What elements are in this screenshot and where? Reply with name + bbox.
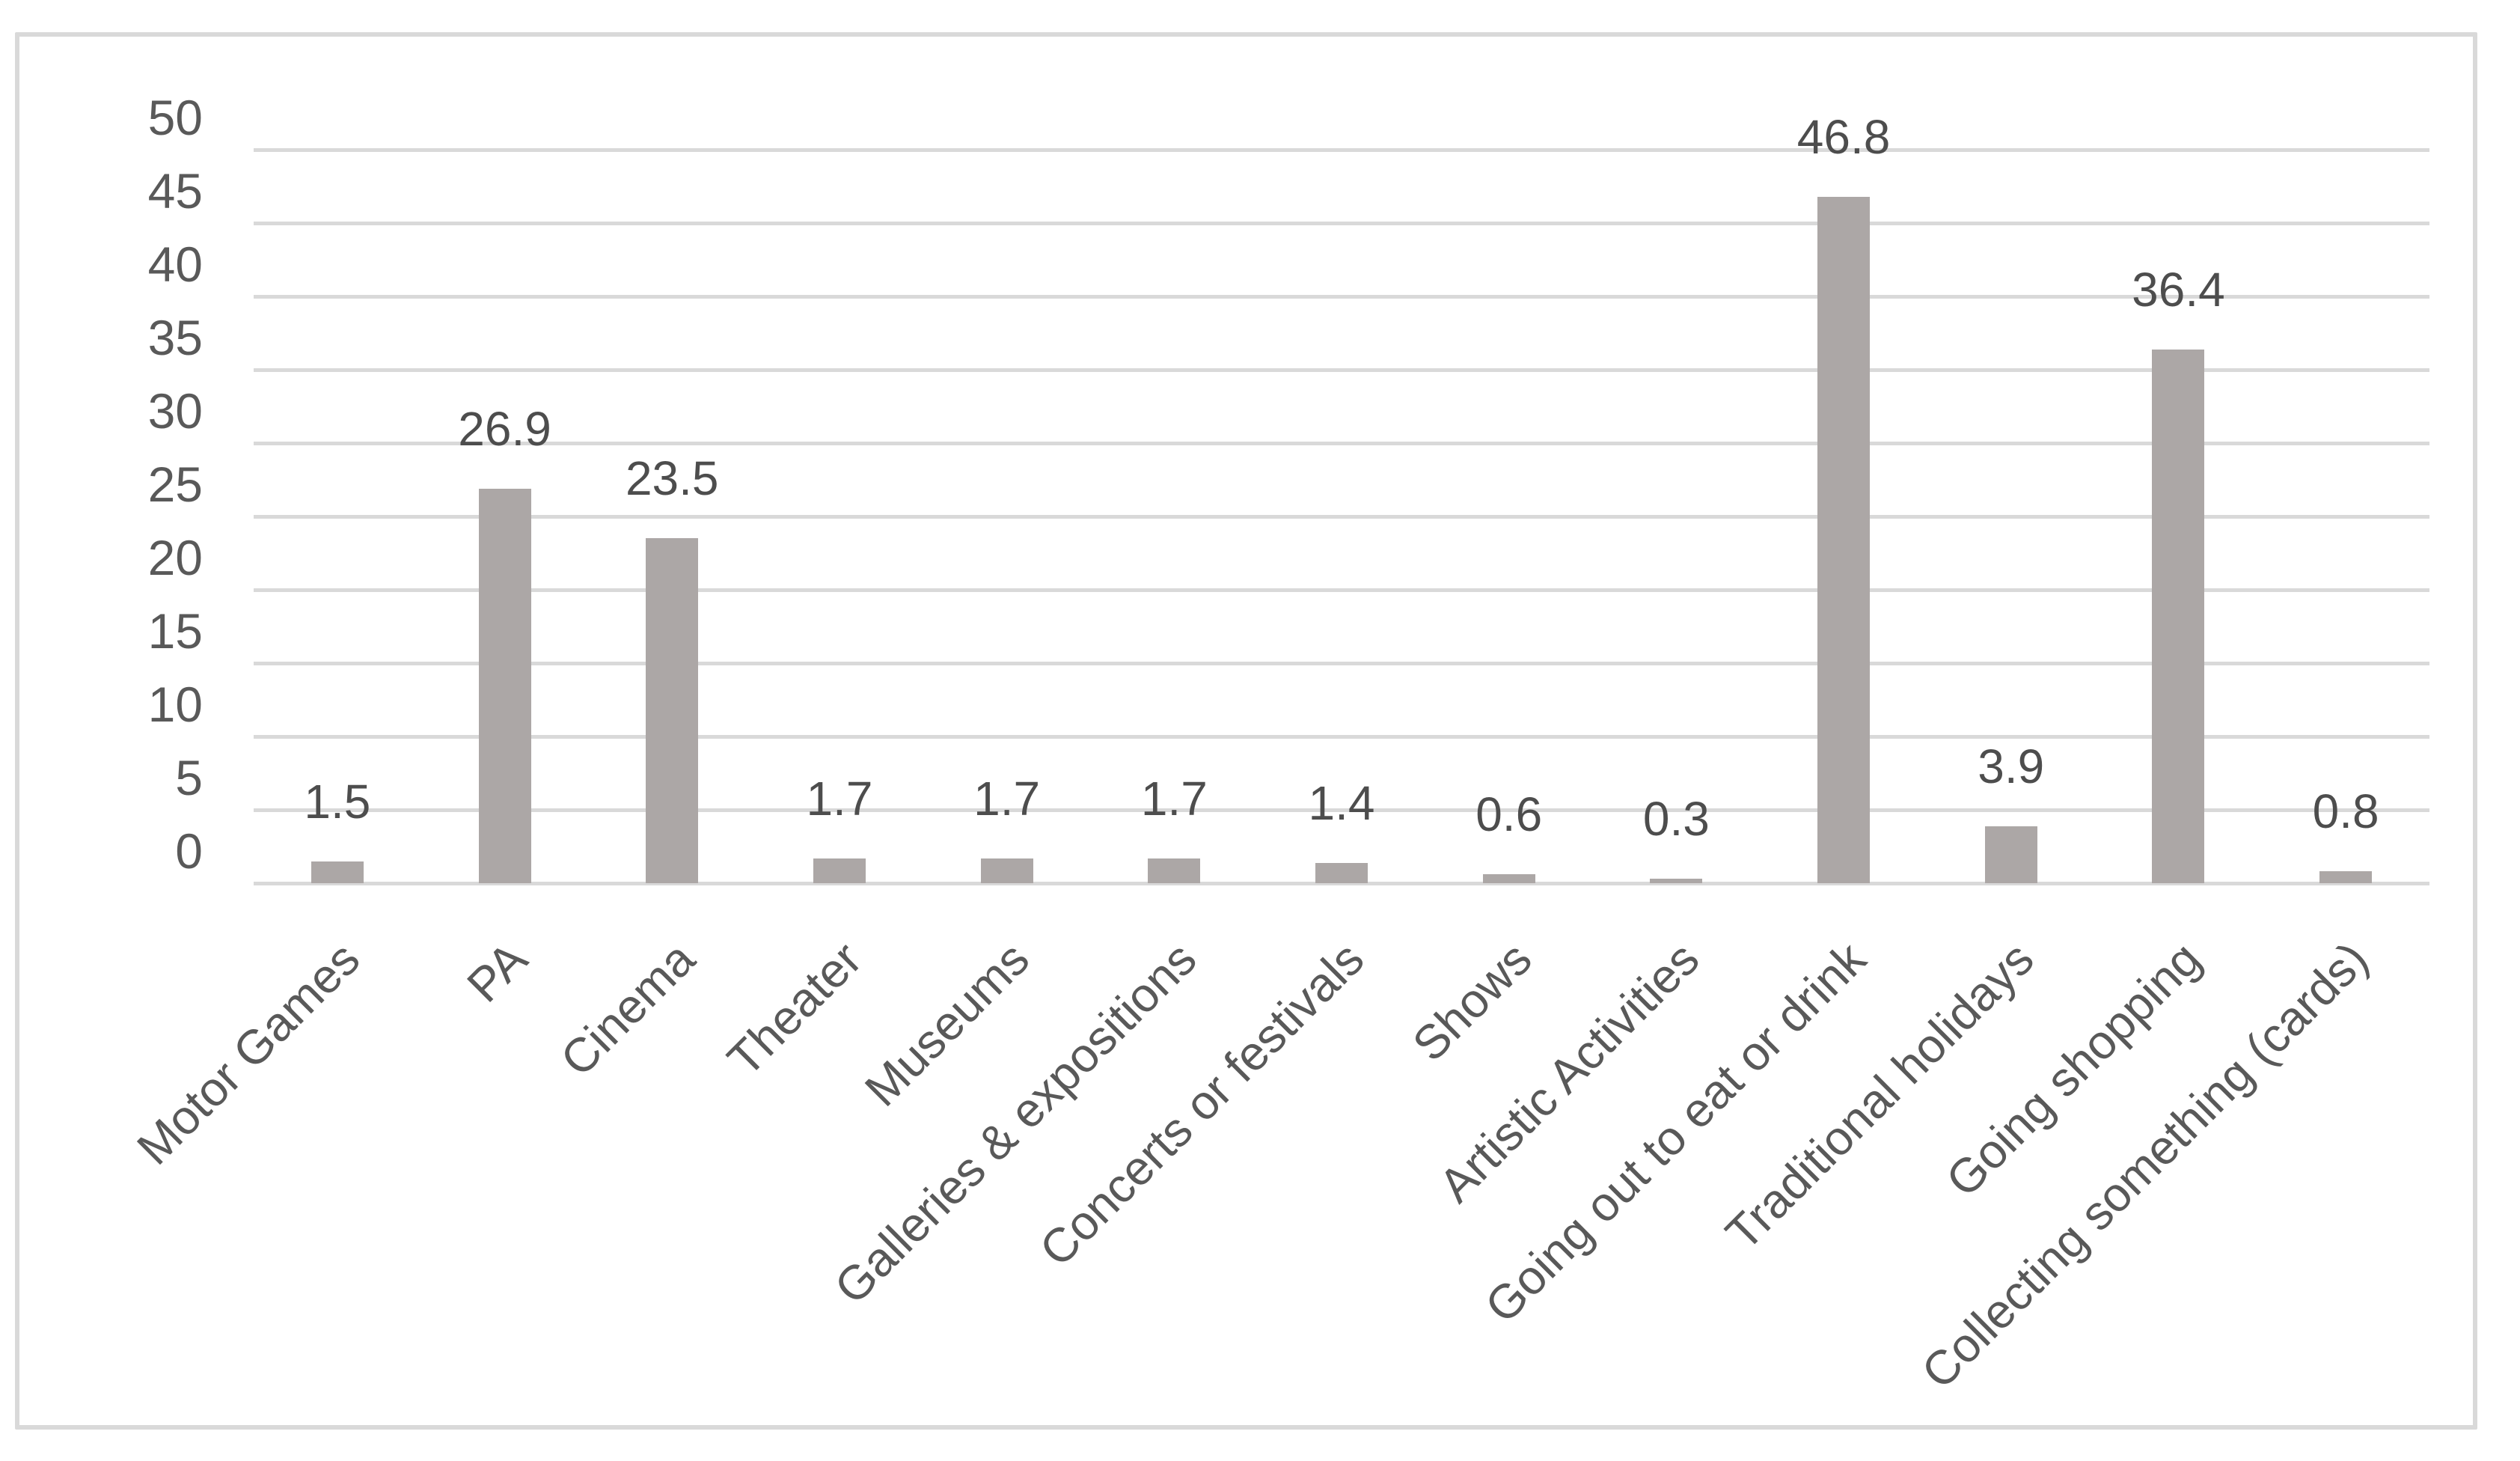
y-tick-label: 0 bbox=[175, 823, 203, 879]
bar bbox=[2152, 349, 2205, 883]
value-label: 1.7 bbox=[973, 771, 1041, 826]
y-tick-label: 15 bbox=[147, 603, 203, 659]
value-label: 3.9 bbox=[1978, 739, 2045, 793]
gridline bbox=[254, 661, 2429, 665]
gridline bbox=[254, 514, 2429, 519]
value-label: 0.8 bbox=[2312, 784, 2379, 839]
bar bbox=[1148, 858, 1201, 883]
bar bbox=[813, 858, 866, 883]
y-tick-label: 45 bbox=[147, 163, 203, 219]
y-tick-label: 10 bbox=[147, 677, 203, 732]
value-label: 0.3 bbox=[1642, 792, 1710, 847]
value-label: 46.8 bbox=[1796, 109, 1891, 164]
category-label: Concerts or festivals bbox=[1029, 931, 1374, 1277]
bar bbox=[1984, 826, 2037, 883]
gridline bbox=[254, 808, 2429, 812]
gridline bbox=[254, 367, 2429, 372]
category-label: Traditional holidays bbox=[1715, 931, 2044, 1260]
category-label: Theater bbox=[717, 931, 872, 1087]
value-label: 36.4 bbox=[2132, 262, 2225, 317]
y-tick-label: 50 bbox=[147, 90, 203, 145]
value-label: 1.5 bbox=[304, 774, 371, 829]
value-label: 0.6 bbox=[1475, 787, 1543, 842]
gridline bbox=[254, 734, 2429, 739]
x-axis-line bbox=[254, 881, 2429, 885]
category-label: Shows bbox=[1401, 931, 1542, 1072]
gridline bbox=[254, 147, 2429, 152]
y-tick-label: 20 bbox=[147, 530, 203, 585]
bar bbox=[2319, 871, 2373, 883]
bar bbox=[1817, 196, 1871, 883]
gridline bbox=[254, 588, 2429, 592]
category-label: Cinema bbox=[549, 931, 705, 1087]
y-tick-label: 5 bbox=[175, 750, 203, 805]
value-label: 26.9 bbox=[458, 401, 551, 456]
value-label: 1.7 bbox=[806, 771, 873, 826]
value-label: 1.7 bbox=[1140, 771, 1208, 826]
bar bbox=[1482, 874, 1535, 883]
plot-area: 1.5 26.9 23.5 1.7 1.7 1.7 1.4 0.6 0.3 46.8 3.9 36.4… bbox=[254, 113, 2429, 885]
y-tick-label: 30 bbox=[147, 383, 203, 439]
chart-area: 1.5 26.9 23.5 1.7 1.7 1.7 1.4 0.6 0.3 46.8 3.9 36.4… bbox=[15, 32, 2477, 1430]
category-label: PA bbox=[456, 931, 538, 1013]
y-tick-label: 35 bbox=[147, 310, 203, 365]
gridline bbox=[254, 441, 2429, 445]
y-tick-label: 25 bbox=[147, 457, 203, 512]
bar bbox=[646, 538, 699, 883]
gridline bbox=[254, 294, 2429, 299]
category-label: Motor Games bbox=[126, 931, 370, 1175]
bar bbox=[1315, 862, 1368, 883]
bar bbox=[980, 858, 1033, 883]
gridline bbox=[254, 221, 2429, 225]
value-label: 23.5 bbox=[625, 451, 719, 506]
bar bbox=[478, 488, 531, 883]
bar bbox=[311, 861, 364, 883]
value-label: 1.4 bbox=[1308, 775, 1375, 830]
y-tick-label: 40 bbox=[147, 237, 203, 292]
bar bbox=[1650, 879, 1703, 883]
